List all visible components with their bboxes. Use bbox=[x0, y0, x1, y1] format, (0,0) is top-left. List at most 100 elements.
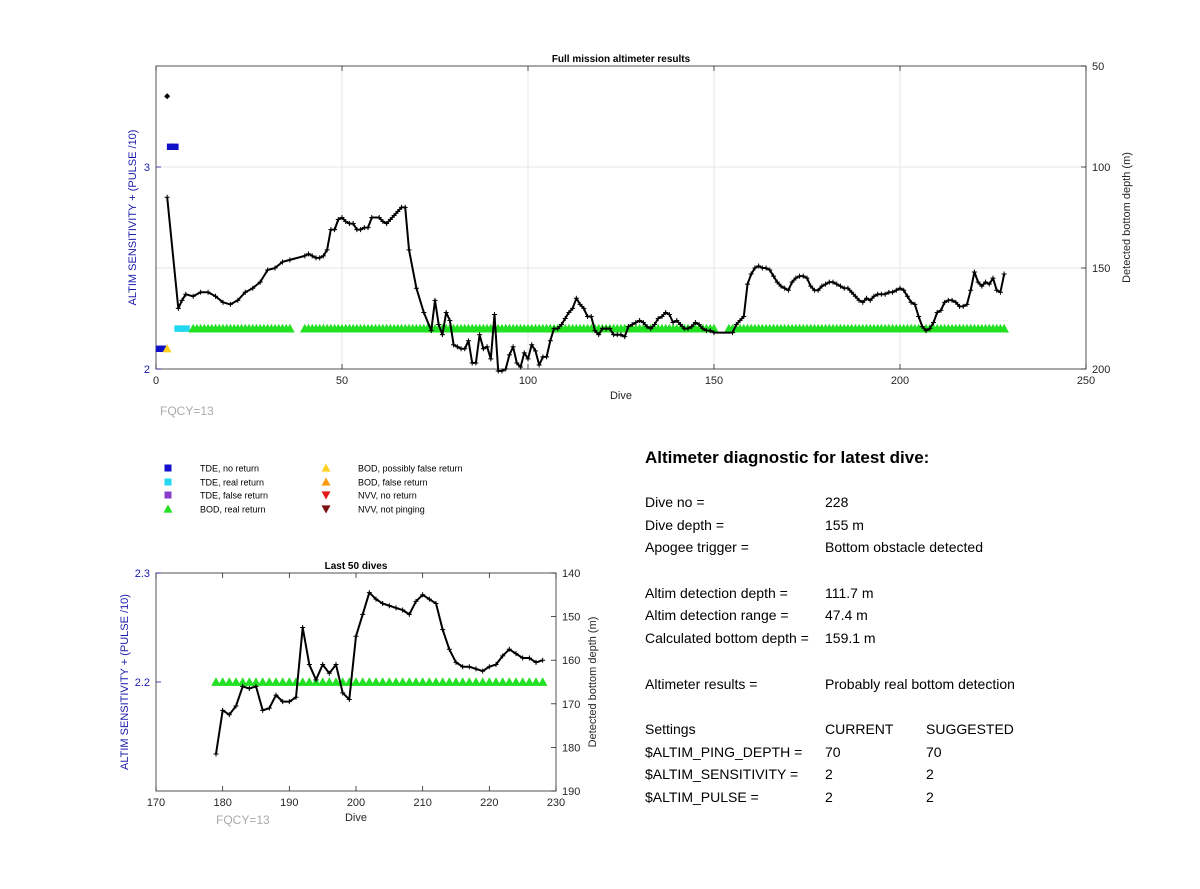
results-row: Altimeter results = Probably real bottom… bbox=[645, 676, 1185, 699]
bottom-depth-point bbox=[633, 320, 639, 326]
bottom-depth-point bbox=[420, 592, 426, 598]
bod-real-return-marker bbox=[404, 677, 415, 686]
bottom-depth-point bbox=[335, 217, 341, 223]
bottom-depth-point bbox=[908, 299, 914, 305]
bod-real-return-marker bbox=[451, 677, 461, 686]
bottom-depth-point bbox=[287, 257, 293, 263]
bottom-depth-point bbox=[339, 215, 345, 220]
bottom-depth-point bbox=[577, 301, 583, 307]
bottom-depth-point bbox=[644, 324, 650, 330]
y-right-axis-label: Detected bottom depth (m) bbox=[587, 617, 599, 748]
bottom-depth-point bbox=[369, 215, 375, 220]
bottom-depth-point bbox=[272, 265, 278, 271]
bottom-depth-point bbox=[506, 352, 512, 358]
bottom-depth-point bbox=[493, 662, 499, 668]
bottom-depth-point bbox=[767, 267, 773, 273]
legend-label: BOD, false return bbox=[358, 478, 428, 488]
bod-real-return-marker bbox=[291, 677, 301, 686]
bod-real-return-marker bbox=[217, 677, 228, 686]
bod-real-return-marker bbox=[471, 677, 481, 686]
bod-real-return-marker bbox=[437, 677, 448, 686]
bottom-depth-point bbox=[387, 217, 393, 223]
pulse-suggested: 2 bbox=[926, 788, 934, 805]
bottom-depth-point bbox=[488, 356, 494, 362]
bottom-depth-point bbox=[849, 289, 855, 295]
results-label: Altimeter results = bbox=[645, 675, 758, 692]
bod-real-return-marker bbox=[364, 677, 375, 686]
bottom-depth-point bbox=[625, 324, 631, 330]
bottom-depth-point bbox=[785, 287, 791, 293]
bottom-depth-point bbox=[871, 293, 877, 299]
bottom-depth-point bbox=[707, 328, 713, 334]
bottom-depth-point bbox=[279, 259, 285, 265]
bottom-depth-point bbox=[257, 279, 263, 285]
bottom-depth-point bbox=[562, 316, 568, 321]
bottom-depth-point bbox=[446, 646, 452, 652]
bottom-depth-point bbox=[971, 269, 977, 275]
current-header: CURRENT bbox=[825, 720, 894, 737]
bottom-depth-point bbox=[220, 707, 226, 713]
bottom-depth-point bbox=[916, 313, 922, 319]
bottom-depth-point bbox=[964, 301, 970, 307]
bottom-depth-point bbox=[373, 596, 379, 602]
bottom-depth-point bbox=[837, 283, 843, 289]
bottom-depth-point bbox=[324, 247, 330, 253]
bottom-depth-point bbox=[648, 326, 654, 332]
bottom-depth-point bbox=[592, 328, 598, 334]
bod-real-return-marker bbox=[284, 677, 295, 686]
fqcy-annotation: FQCY=13 bbox=[160, 404, 214, 418]
bottom-depth-point bbox=[346, 696, 352, 702]
bottom-depth-point bbox=[596, 332, 602, 338]
bottom-depth-point bbox=[730, 330, 736, 336]
x-tick-label: 200 bbox=[891, 375, 909, 387]
bottom-depth-point bbox=[640, 320, 646, 326]
bottom-depth-point bbox=[395, 208, 401, 214]
bottom-depth-point bbox=[994, 287, 1000, 293]
pulse-current: 2 bbox=[825, 788, 833, 805]
y-left-tick-label: 2 bbox=[144, 364, 150, 376]
bottom-depth-point bbox=[733, 322, 739, 328]
bottom-depth-point bbox=[700, 326, 706, 332]
bottom-depth-point bbox=[227, 301, 233, 307]
y-right-tick-label: 180 bbox=[562, 742, 580, 754]
x-tick-label: 180 bbox=[213, 797, 231, 809]
dive-no-label: Dive no = bbox=[645, 494, 705, 510]
bottom-depth-point bbox=[242, 289, 248, 295]
x-tick-label: 220 bbox=[480, 797, 498, 809]
bottom-depth-point bbox=[190, 293, 196, 299]
bottom-depth-point bbox=[320, 253, 326, 259]
legend-marker bbox=[163, 504, 173, 513]
ping-depth-label: $ALTIM_PING_DEPTH = bbox=[645, 743, 803, 760]
calculated-depth-value: 159.1 m bbox=[825, 630, 876, 647]
bottom-depth-point bbox=[526, 655, 532, 661]
bottom-depth-point bbox=[573, 295, 579, 301]
x-tick-label: 190 bbox=[280, 797, 298, 809]
bod-real-return-marker bbox=[224, 677, 235, 686]
bottom-depth-point bbox=[421, 309, 427, 315]
bottom-depth-point bbox=[566, 309, 572, 315]
legend-label: BOD, real return bbox=[200, 505, 266, 515]
bottom-depth-point bbox=[439, 332, 445, 338]
bottom-depth-point bbox=[293, 694, 299, 700]
bottom-depth-point bbox=[663, 309, 669, 315]
diagnostic-title: Altimeter diagnostic for latest dive: bbox=[645, 448, 930, 467]
bottom-depth-point bbox=[400, 607, 406, 613]
legend-label: NVV, not pinging bbox=[358, 505, 425, 515]
bottom-depth-point bbox=[696, 322, 702, 328]
bottom-depth-point bbox=[343, 219, 349, 225]
y-left-axis-label: ALTIM SENSITIVITY + (PULSE /10) bbox=[127, 130, 139, 306]
bottom-depth-point bbox=[306, 251, 312, 257]
bottom-depth-point bbox=[240, 683, 246, 689]
legend-label: TDE, no return bbox=[200, 464, 259, 474]
bottom-depth-point bbox=[477, 332, 483, 338]
sensitivity-current: 2 bbox=[825, 766, 833, 783]
x-tick-label: 200 bbox=[347, 797, 365, 809]
bottom-depth-point bbox=[618, 332, 624, 338]
bottom-depth-point bbox=[525, 356, 531, 362]
bottom-depth-point bbox=[183, 291, 189, 297]
bottom-depth-point bbox=[975, 279, 981, 285]
bottom-depth-point bbox=[333, 662, 339, 668]
bottom-depth-point bbox=[484, 344, 490, 350]
bod-real-return-marker bbox=[211, 677, 221, 686]
bottom-depth-point bbox=[465, 338, 471, 344]
